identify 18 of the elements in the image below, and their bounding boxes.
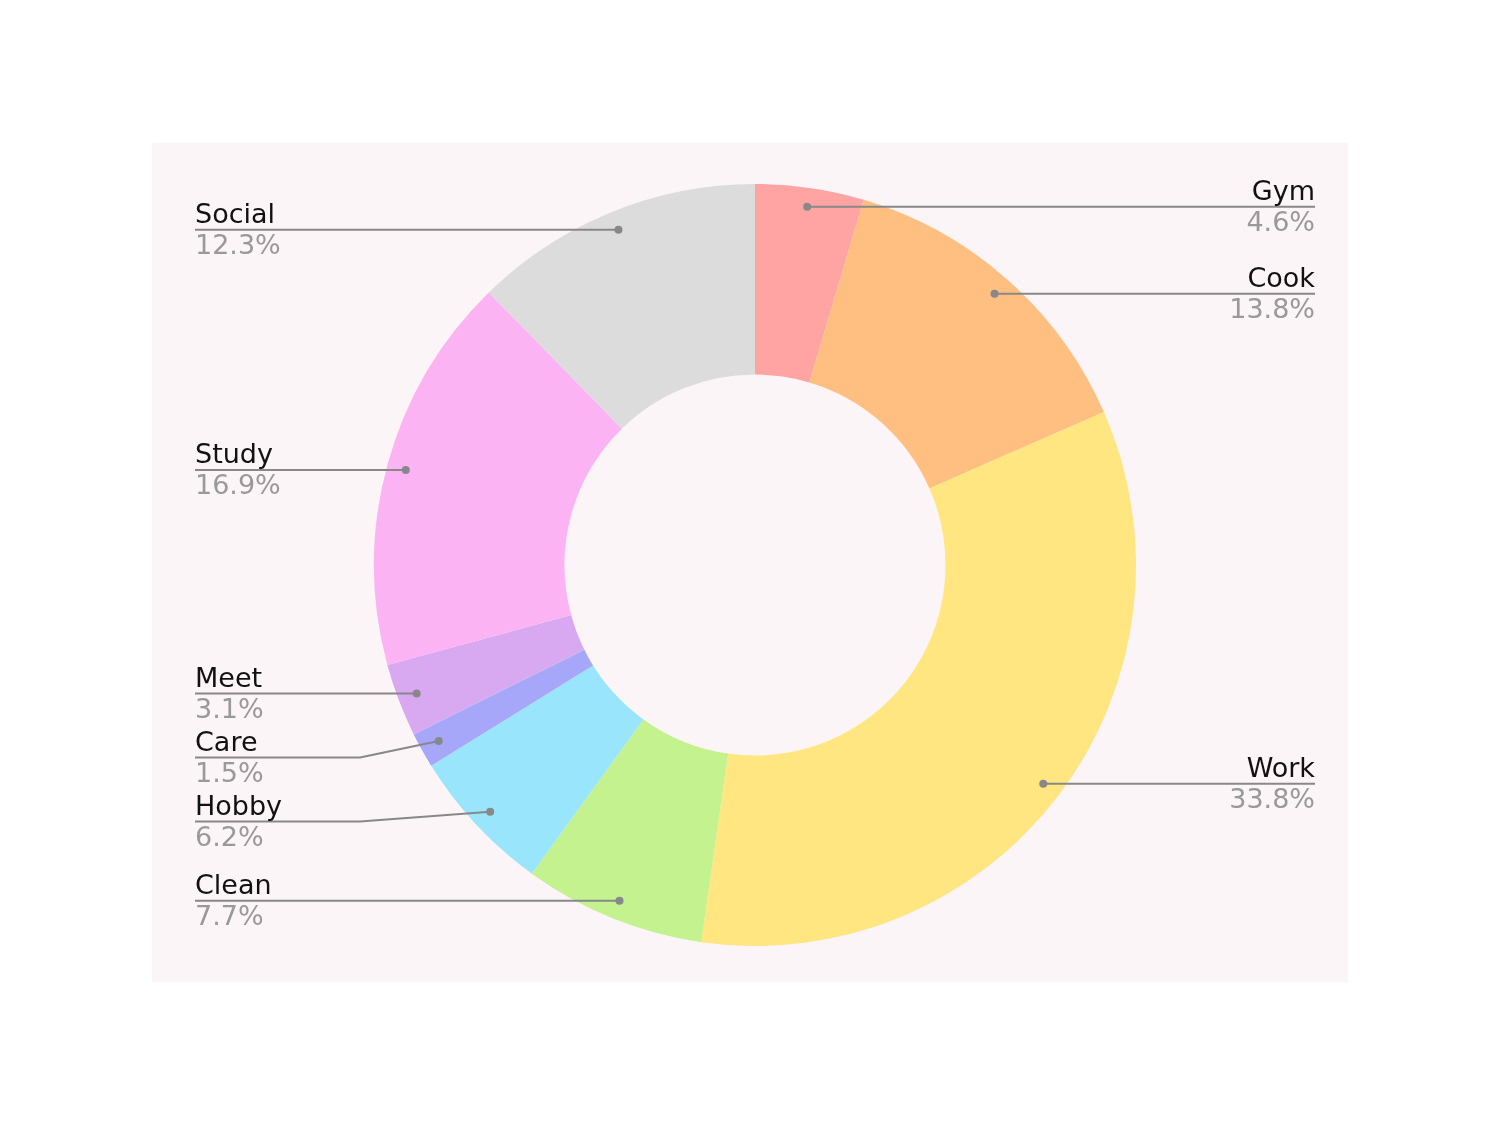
slice-label: Cook <box>1247 261 1316 293</box>
data-label: 7.7% <box>195 900 264 932</box>
data-label: 6.2% <box>195 821 264 853</box>
slice-label: Work <box>1246 751 1316 783</box>
data-label: 33.8% <box>1229 783 1315 815</box>
data-label: 1.5% <box>195 757 264 789</box>
slice-label: Social <box>195 197 276 229</box>
data-label: 13.8% <box>1229 293 1315 325</box>
data-label: 16.9% <box>195 469 281 501</box>
slice-label: Gym <box>1251 174 1315 206</box>
slice-label: Hobby <box>195 789 283 821</box>
data-label: 3.1% <box>195 693 264 725</box>
slice-label: Study <box>195 437 273 469</box>
slice-label: Clean <box>195 868 272 900</box>
data-label: 4.6% <box>1246 206 1315 238</box>
data-label: 12.3% <box>195 229 281 261</box>
slice-label: Care <box>195 725 258 757</box>
slice-label: Meet <box>195 661 263 693</box>
